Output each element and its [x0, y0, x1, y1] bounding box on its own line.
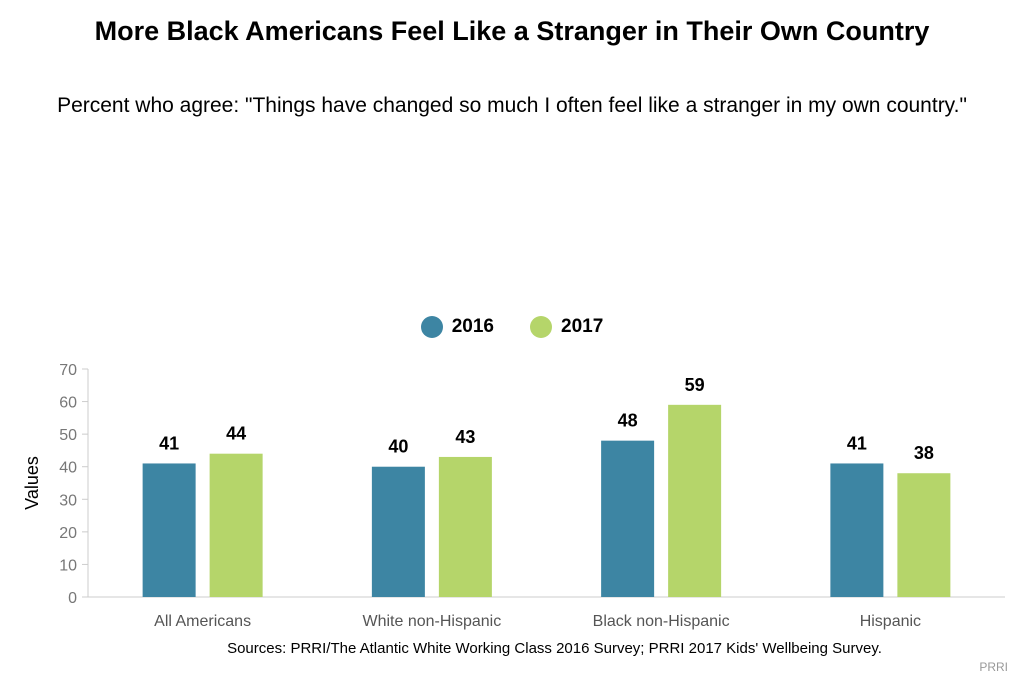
bar-2016-0[interactable]: [142, 463, 196, 597]
x-tick-label: Hispanic: [860, 613, 921, 630]
data-label: 43: [455, 427, 475, 447]
y-tick-label: 0: [68, 590, 77, 607]
chart-title: More Black Americans Feel Like a Strange…: [94, 16, 930, 46]
data-label: 38: [914, 443, 934, 463]
bars: 41 44 40 43 48 59 41 38: [142, 375, 951, 597]
bar-2017-3[interactable]: [897, 473, 951, 597]
bar-2016-1[interactable]: [371, 466, 425, 597]
data-label: 59: [685, 375, 705, 395]
y-tick-label: 20: [59, 525, 77, 542]
x-axis: All Americans White non-Hispanic Black non…: [88, 596, 1005, 630]
source-note: Sources: PRRI/The Atlantic White Working…: [227, 640, 882, 657]
legend-item-2017[interactable]: 2017: [530, 316, 603, 338]
data-label: 48: [618, 411, 638, 431]
brand-mark: PRRI: [979, 660, 1008, 674]
data-label: 44: [226, 424, 246, 444]
x-tick-label: All Americans: [154, 613, 251, 630]
y-tick-label: 10: [59, 557, 77, 574]
chart-subtitle: Percent who agree: "Things have changed …: [57, 94, 967, 117]
y-axis-title: Values: [22, 456, 42, 510]
bar-2016-2[interactable]: [601, 440, 655, 597]
y-axis: 0 10 20 30 40 50 60 70: [59, 362, 89, 607]
legend-item-2016[interactable]: 2016: [420, 316, 494, 338]
x-tick-label: White non-Hispanic: [363, 613, 502, 630]
bar-2016-3[interactable]: [830, 463, 884, 597]
data-label: 40: [388, 437, 408, 457]
bar-2017-0[interactable]: [209, 453, 263, 597]
legend-label-2017: 2017: [561, 316, 604, 337]
legend: 2016 2017: [0, 316, 1024, 338]
y-tick-label: 30: [59, 492, 77, 509]
legend-swatch-2016: [420, 316, 443, 338]
bar-2017-2[interactable]: [668, 404, 722, 597]
legend-swatch-2017: [530, 316, 552, 338]
legend-label-2016: 2016: [451, 316, 494, 337]
y-tick-label: 40: [59, 460, 77, 477]
x-tick-label: Black non-Hispanic: [593, 613, 730, 630]
bar-2017-1[interactable]: [438, 456, 492, 597]
y-tick-label: 70: [59, 362, 77, 379]
y-tick-label: 60: [59, 395, 77, 412]
data-label: 41: [159, 433, 179, 453]
data-label: 41: [847, 433, 867, 453]
y-tick-label: 50: [59, 427, 77, 444]
